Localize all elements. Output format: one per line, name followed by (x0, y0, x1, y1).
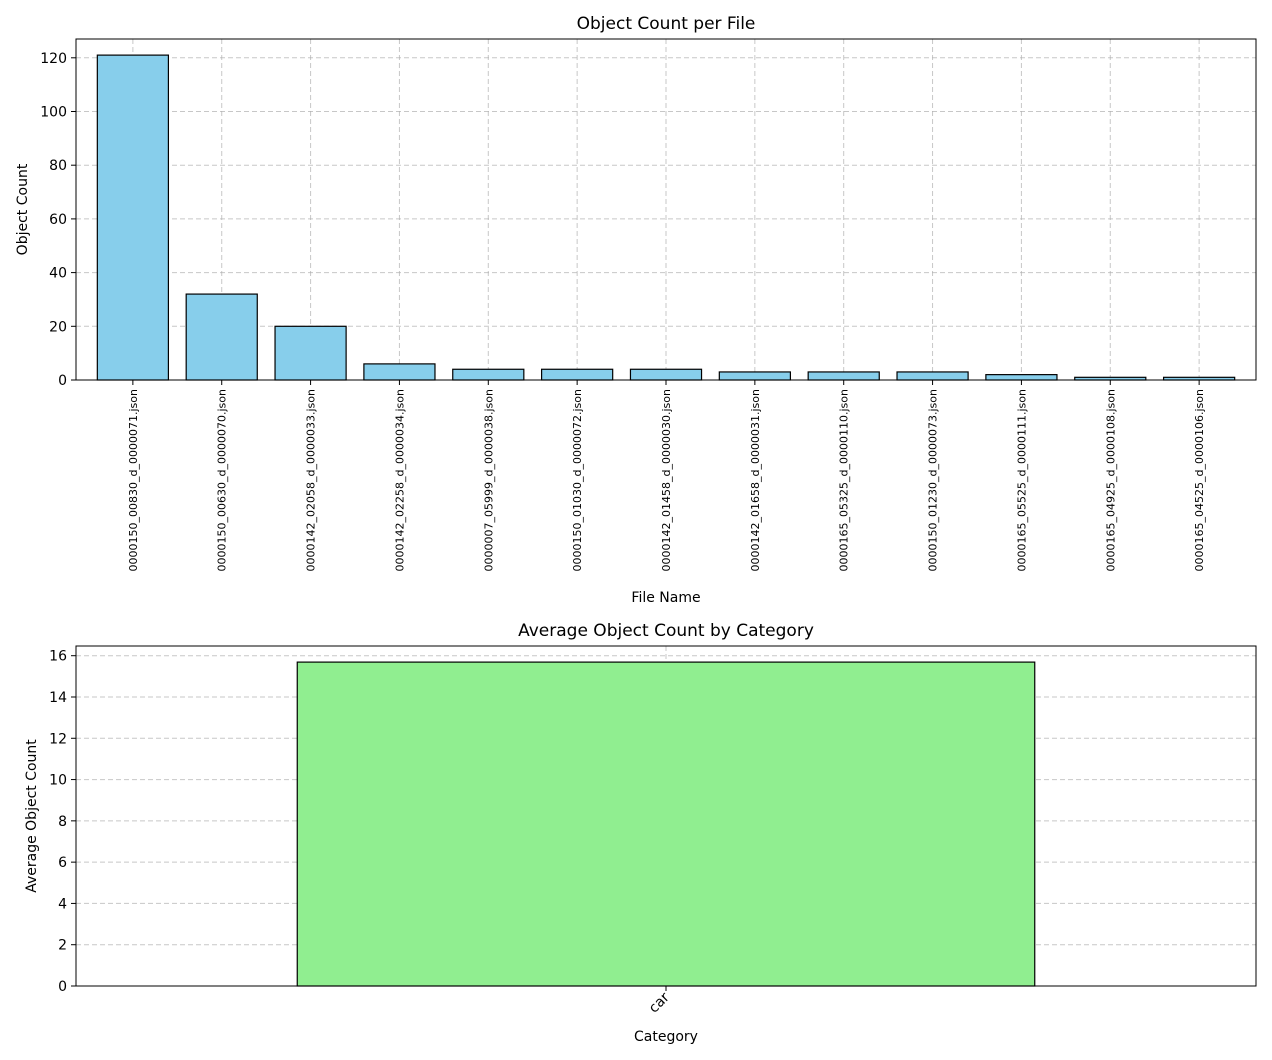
bar-0000150_00630_d_0000070.json (185, 293, 258, 381)
x-tick-label: 0000150_00630_d_0000070.json (216, 389, 229, 571)
x-tick-label: 0000142_02258_d_0000034.json (393, 389, 406, 571)
y-tick-label: 10 (49, 773, 67, 789)
y-tick-label: 80 (49, 158, 67, 174)
x-tick-label: 0000150_01030_d_0000072.json (571, 389, 584, 571)
bar-car (296, 661, 1036, 987)
x-tick-label: 0000007_05999_d_0000038.json (482, 389, 495, 571)
bar-0000142_02258_d_0000034.json (363, 363, 436, 381)
chart-title: Average Object Count by Category (518, 621, 814, 641)
bar-0000142_01658_d_0000031.json (718, 371, 791, 381)
x-axis-label: File Name (631, 590, 700, 606)
x-tick-label: 0000165_05325_d_0000110.json (838, 389, 851, 571)
x-tick-label: 0000150_01230_d_0000073.json (927, 389, 940, 571)
y-tick-label: 0 (58, 979, 67, 995)
y-tick-label: 40 (49, 266, 67, 282)
x-tick-label: 0000165_04925_d_0000108.json (1104, 389, 1117, 571)
y-axis-label: Average Object Count (24, 739, 40, 893)
bars (296, 661, 1036, 987)
bar-0000007_05999_d_0000038.json (452, 368, 525, 381)
x-tick-label: 0000142_01658_d_0000031.json (749, 389, 762, 571)
bar-0000165_05525_d_0000111.json (985, 374, 1058, 381)
y-tick-label: 12 (49, 731, 67, 747)
y-tick-label: 14 (49, 690, 67, 706)
y-ticks: 0 2 4 6 8 10 12 14 16 (49, 649, 76, 995)
bar-0000165_05325_d_0000110.json (807, 371, 880, 381)
bar-0000142_02058_d_0000033.json (274, 325, 347, 381)
x-tick-label: 0000142_02058_d_0000033.json (305, 389, 318, 571)
y-tick-label: 2 (58, 938, 67, 954)
y-tick-label: 4 (58, 896, 67, 912)
x-axis-label: Category (634, 1029, 698, 1045)
y-tick-label: 20 (49, 319, 67, 335)
x-tick-label: 0000165_04525_d_0000106.json (1193, 389, 1206, 571)
x-tick-label: 0000165_05525_d_0000111.json (1015, 389, 1028, 571)
bars (96, 54, 1236, 381)
bar-0000150_01230_d_0000073.json (896, 371, 969, 381)
y-tick-label: 16 (49, 649, 67, 665)
x-tick-label: 0000142_01458_d_0000030.json (660, 389, 673, 571)
x-ticks: 0000150_00830_d_0000071.json 0000150_0063… (127, 380, 1206, 571)
y-tick-label: 120 (40, 51, 67, 67)
chart-title: Object Count per File (577, 14, 756, 34)
y-tick-label: 8 (58, 814, 67, 830)
bar-0000142_01458_d_0000030.json (629, 368, 703, 381)
y-ticks: 0 20 40 60 80 100 120 (40, 51, 76, 389)
y-axis-label: Object Count (15, 163, 31, 255)
bar-0000150_01030_d_0000072.json (541, 368, 614, 381)
y-tick-label: 0 (58, 373, 67, 389)
y-tick-label: 6 (58, 855, 67, 871)
x-tick-label: 0000150_00830_d_0000071.json (127, 389, 140, 571)
y-tick-label: 100 (40, 104, 67, 120)
chart-object-count-per-file: 0 20 40 60 80 100 120 0000150_00830_d_0000071.… (15, 14, 1257, 606)
bar-0000150_00830_d_0000071.json (96, 54, 170, 381)
y-tick-label: 60 (49, 212, 67, 228)
